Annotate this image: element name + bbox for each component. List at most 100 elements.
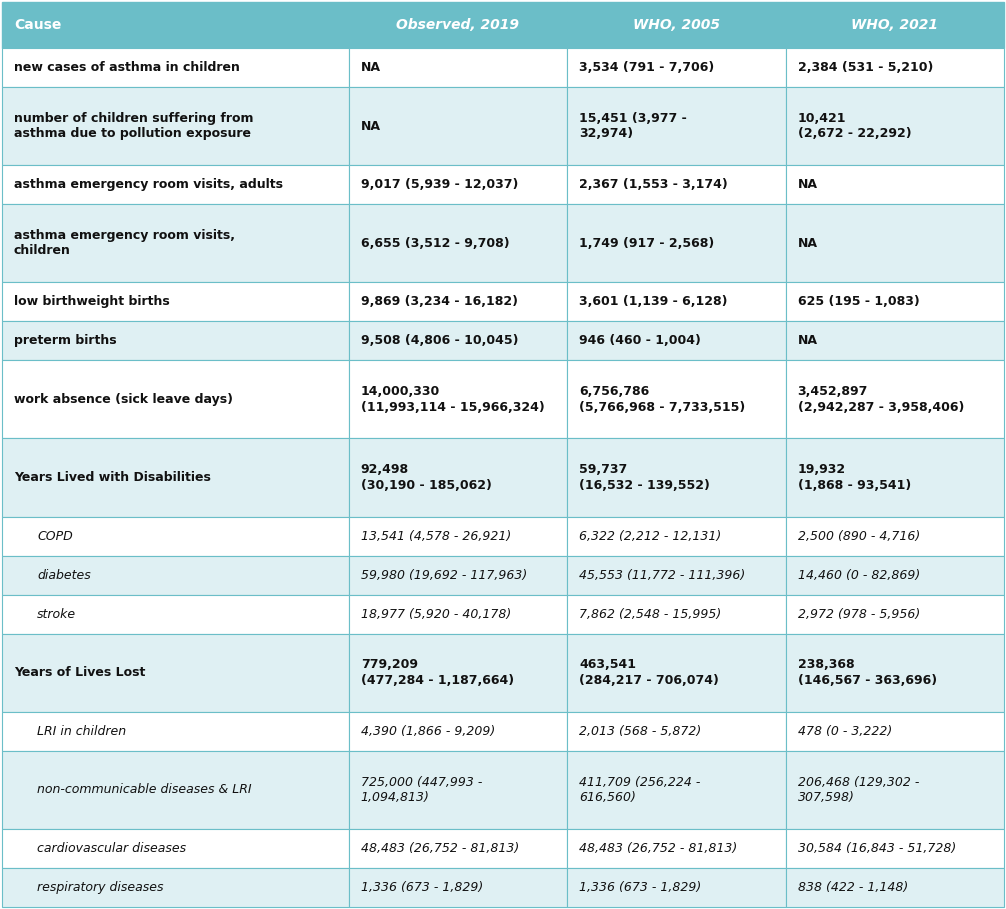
Text: Years Lived with Disabilities: Years Lived with Disabilities (14, 471, 211, 484)
Bar (567, 165, 786, 205)
Text: 779,209
(477,284 - 1,187,664): 779,209 (477,284 - 1,187,664) (361, 658, 514, 687)
Text: 206,468 (129,302 -
307,598): 206,468 (129,302 - 307,598) (798, 775, 918, 804)
Text: low birthweight births: low birthweight births (14, 295, 170, 308)
Text: 1,336 (673 - 1,829): 1,336 (673 - 1,829) (361, 881, 483, 894)
Text: number of children suffering from
asthma due to pollution exposure: number of children suffering from asthma… (14, 112, 254, 140)
Text: NA: NA (798, 335, 818, 347)
Bar (786, 283, 1004, 321)
Text: Observed, 2019: Observed, 2019 (396, 18, 519, 32)
Bar (349, 87, 567, 165)
Text: 838 (422 - 1,148): 838 (422 - 1,148) (798, 881, 907, 894)
Bar (2, 360, 349, 438)
Text: 2,500 (890 - 4,716): 2,500 (890 - 4,716) (798, 530, 919, 543)
Text: 946 (460 - 1,004): 946 (460 - 1,004) (579, 335, 701, 347)
Text: NA: NA (361, 120, 380, 133)
Text: 1,336 (673 - 1,829): 1,336 (673 - 1,829) (579, 881, 701, 894)
Bar (2, 283, 349, 321)
Bar (786, 555, 1004, 594)
Text: 48,483 (26,752 - 81,813): 48,483 (26,752 - 81,813) (361, 842, 519, 855)
Bar (786, 48, 1004, 87)
Text: Cause: Cause (14, 18, 61, 32)
Bar (567, 283, 786, 321)
Bar (786, 205, 1004, 283)
Text: cardiovascular diseases: cardiovascular diseases (37, 842, 186, 855)
Bar (2, 555, 349, 594)
Bar (786, 360, 1004, 438)
Bar (567, 634, 786, 712)
Bar (349, 751, 567, 829)
Bar (2, 594, 349, 634)
Text: 2,013 (568 - 5,872): 2,013 (568 - 5,872) (579, 724, 701, 738)
Bar (2, 751, 349, 829)
Bar (567, 829, 786, 868)
Bar (786, 438, 1004, 516)
Text: NA: NA (361, 61, 380, 74)
Bar (2, 87, 349, 165)
Text: COPD: COPD (37, 530, 72, 543)
Bar (567, 321, 786, 360)
Text: 6,655 (3,512 - 9,708): 6,655 (3,512 - 9,708) (361, 236, 509, 250)
Bar (349, 2, 567, 48)
Text: 2,972 (978 - 5,956): 2,972 (978 - 5,956) (798, 607, 919, 621)
Bar (349, 438, 567, 516)
Bar (2, 205, 349, 283)
Text: 725,000 (447,993 -
1,094,813): 725,000 (447,993 - 1,094,813) (361, 775, 482, 804)
Bar (349, 165, 567, 205)
Text: work absence (sick leave days): work absence (sick leave days) (14, 393, 233, 406)
Text: WHO, 2005: WHO, 2005 (633, 18, 720, 32)
Bar (349, 516, 567, 555)
Bar (567, 555, 786, 594)
Bar (567, 594, 786, 634)
Text: 45,553 (11,772 - 111,396): 45,553 (11,772 - 111,396) (579, 569, 745, 582)
Bar (567, 712, 786, 751)
Bar (786, 634, 1004, 712)
Text: 6,756,786
(5,766,968 - 7,733,515): 6,756,786 (5,766,968 - 7,733,515) (579, 385, 745, 414)
Bar (786, 165, 1004, 205)
Bar (786, 751, 1004, 829)
Text: non-communicable diseases & LRI: non-communicable diseases & LRI (37, 784, 252, 796)
Bar (2, 321, 349, 360)
Text: 463,541
(284,217 - 706,074): 463,541 (284,217 - 706,074) (579, 658, 719, 687)
Bar (349, 712, 567, 751)
Bar (349, 360, 567, 438)
Text: 4,390 (1,866 - 9,209): 4,390 (1,866 - 9,209) (361, 724, 495, 738)
Bar (567, 48, 786, 87)
Text: 15,451 (3,977 -
32,974): 15,451 (3,977 - 32,974) (579, 112, 687, 140)
Text: 14,000,330
(11,993,114 - 15,966,324): 14,000,330 (11,993,114 - 15,966,324) (361, 385, 544, 414)
Bar (786, 712, 1004, 751)
Text: 9,017 (5,939 - 12,037): 9,017 (5,939 - 12,037) (361, 178, 518, 191)
Bar (349, 283, 567, 321)
Bar (2, 438, 349, 516)
Text: WHO, 2021: WHO, 2021 (851, 18, 939, 32)
Text: 13,541 (4,578 - 26,921): 13,541 (4,578 - 26,921) (361, 530, 511, 543)
Bar (786, 87, 1004, 165)
Bar (567, 438, 786, 516)
Bar (786, 594, 1004, 634)
Text: stroke: stroke (37, 607, 76, 621)
Text: 2,384 (531 - 5,210): 2,384 (531 - 5,210) (798, 61, 933, 74)
Text: 48,483 (26,752 - 81,813): 48,483 (26,752 - 81,813) (579, 842, 737, 855)
Text: 625 (195 - 1,083): 625 (195 - 1,083) (798, 295, 919, 308)
Text: asthma emergency room visits, adults: asthma emergency room visits, adults (14, 178, 283, 191)
Text: respiratory diseases: respiratory diseases (37, 881, 164, 894)
Bar (2, 712, 349, 751)
Bar (567, 2, 786, 48)
Text: 3,601 (1,139 - 6,128): 3,601 (1,139 - 6,128) (579, 295, 727, 308)
Bar (349, 205, 567, 283)
Text: asthma emergency room visits,
children: asthma emergency room visits, children (14, 229, 235, 257)
Text: NA: NA (798, 178, 818, 191)
Bar (786, 868, 1004, 907)
Bar (349, 321, 567, 360)
Bar (567, 360, 786, 438)
Text: 2,367 (1,553 - 3,174): 2,367 (1,553 - 3,174) (579, 178, 728, 191)
Bar (567, 205, 786, 283)
Bar (349, 829, 567, 868)
Text: preterm births: preterm births (14, 335, 117, 347)
Bar (2, 829, 349, 868)
Bar (786, 2, 1004, 48)
Text: 19,932
(1,868 - 93,541): 19,932 (1,868 - 93,541) (798, 464, 910, 492)
Bar (567, 87, 786, 165)
Text: 30,584 (16,843 - 51,728): 30,584 (16,843 - 51,728) (798, 842, 956, 855)
Text: 7,862 (2,548 - 15,995): 7,862 (2,548 - 15,995) (579, 607, 721, 621)
Text: 9,869 (3,234 - 16,182): 9,869 (3,234 - 16,182) (361, 295, 518, 308)
